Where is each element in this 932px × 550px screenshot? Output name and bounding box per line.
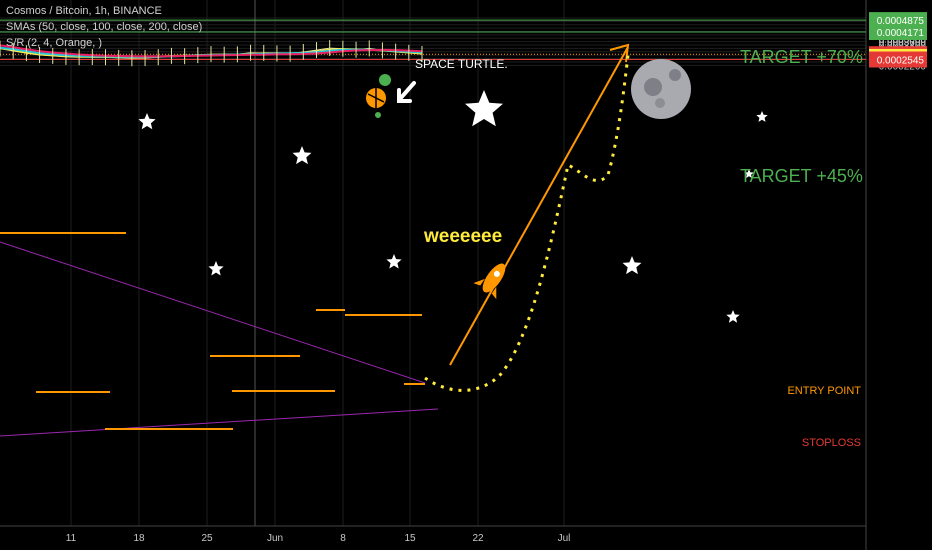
rocket-fin: [491, 286, 497, 300]
x-tick-label: 15: [404, 533, 416, 544]
price-tag: [869, 51, 927, 68]
star-icon: [386, 254, 402, 269]
star-icon: [756, 111, 768, 122]
entry-point-label: ENTRY POINT: [787, 385, 861, 397]
price-tag-label: 0.0002545: [877, 55, 925, 66]
star-icon: [744, 169, 754, 178]
price-candle-wicks: [0, 40, 423, 67]
descending-trendline: [0, 241, 426, 384]
x-tick-label: 8: [340, 533, 346, 544]
projection-arrow-line: [449, 46, 629, 366]
turtle-arrow-icon: [397, 81, 416, 103]
turtle-icon: [366, 74, 391, 118]
price-tag-label: 0.0004875: [877, 16, 925, 27]
x-tick-label: Jun: [267, 533, 283, 544]
turtle-head: [379, 74, 391, 86]
x-tick-label: 18: [133, 533, 145, 544]
star-icon: [465, 90, 503, 127]
support-resistance-group: [0, 232, 425, 430]
rocket-window: [493, 270, 500, 277]
target-70-label: TARGET +70%: [740, 47, 863, 67]
turtle-shell-pattern: [367, 88, 385, 108]
target-45-label: TARGET +45%: [740, 166, 863, 186]
rocket-body: [482, 263, 506, 293]
x-tick-label: 22: [472, 533, 484, 544]
stoploss-label: STOPLOSS: [802, 437, 861, 449]
x-tick-label: 11: [66, 533, 77, 544]
weeeeee-label: weeeeee: [423, 226, 502, 247]
star-icon: [622, 256, 642, 275]
grid-lines: [0, 0, 866, 526]
turtle-foot: [375, 112, 381, 118]
price-tag: [869, 24, 927, 41]
moon-crater: [655, 98, 665, 108]
ascending-trendline: [0, 408, 439, 437]
star-icon: [726, 310, 740, 323]
sma-indicator-label: SMAs (50, close, 100, close, 200, close): [6, 21, 203, 33]
moon-crater: [669, 69, 681, 81]
price-tag-label: 0.0004171: [877, 28, 925, 39]
star-icon: [208, 261, 224, 276]
moon-crater: [644, 78, 662, 96]
star-icon: [138, 113, 156, 130]
x-tick-label: 25: [201, 533, 213, 544]
space-turtle-label: SPACE TURTLE.: [415, 57, 508, 71]
sr-indicator-label: S/R (2, 4, Orange, ): [6, 37, 102, 49]
rocket-fin: [473, 278, 485, 286]
symbol-title: Cosmos / Bitcoin, 1h, BINANCE: [6, 5, 162, 17]
y-tick-label: 0.0003600: [879, 38, 927, 49]
x-tick-label: Jul: [558, 533, 571, 544]
star-icon: [292, 146, 312, 165]
rocket-icon: [473, 263, 506, 300]
projected-path: [424, 54, 630, 392]
